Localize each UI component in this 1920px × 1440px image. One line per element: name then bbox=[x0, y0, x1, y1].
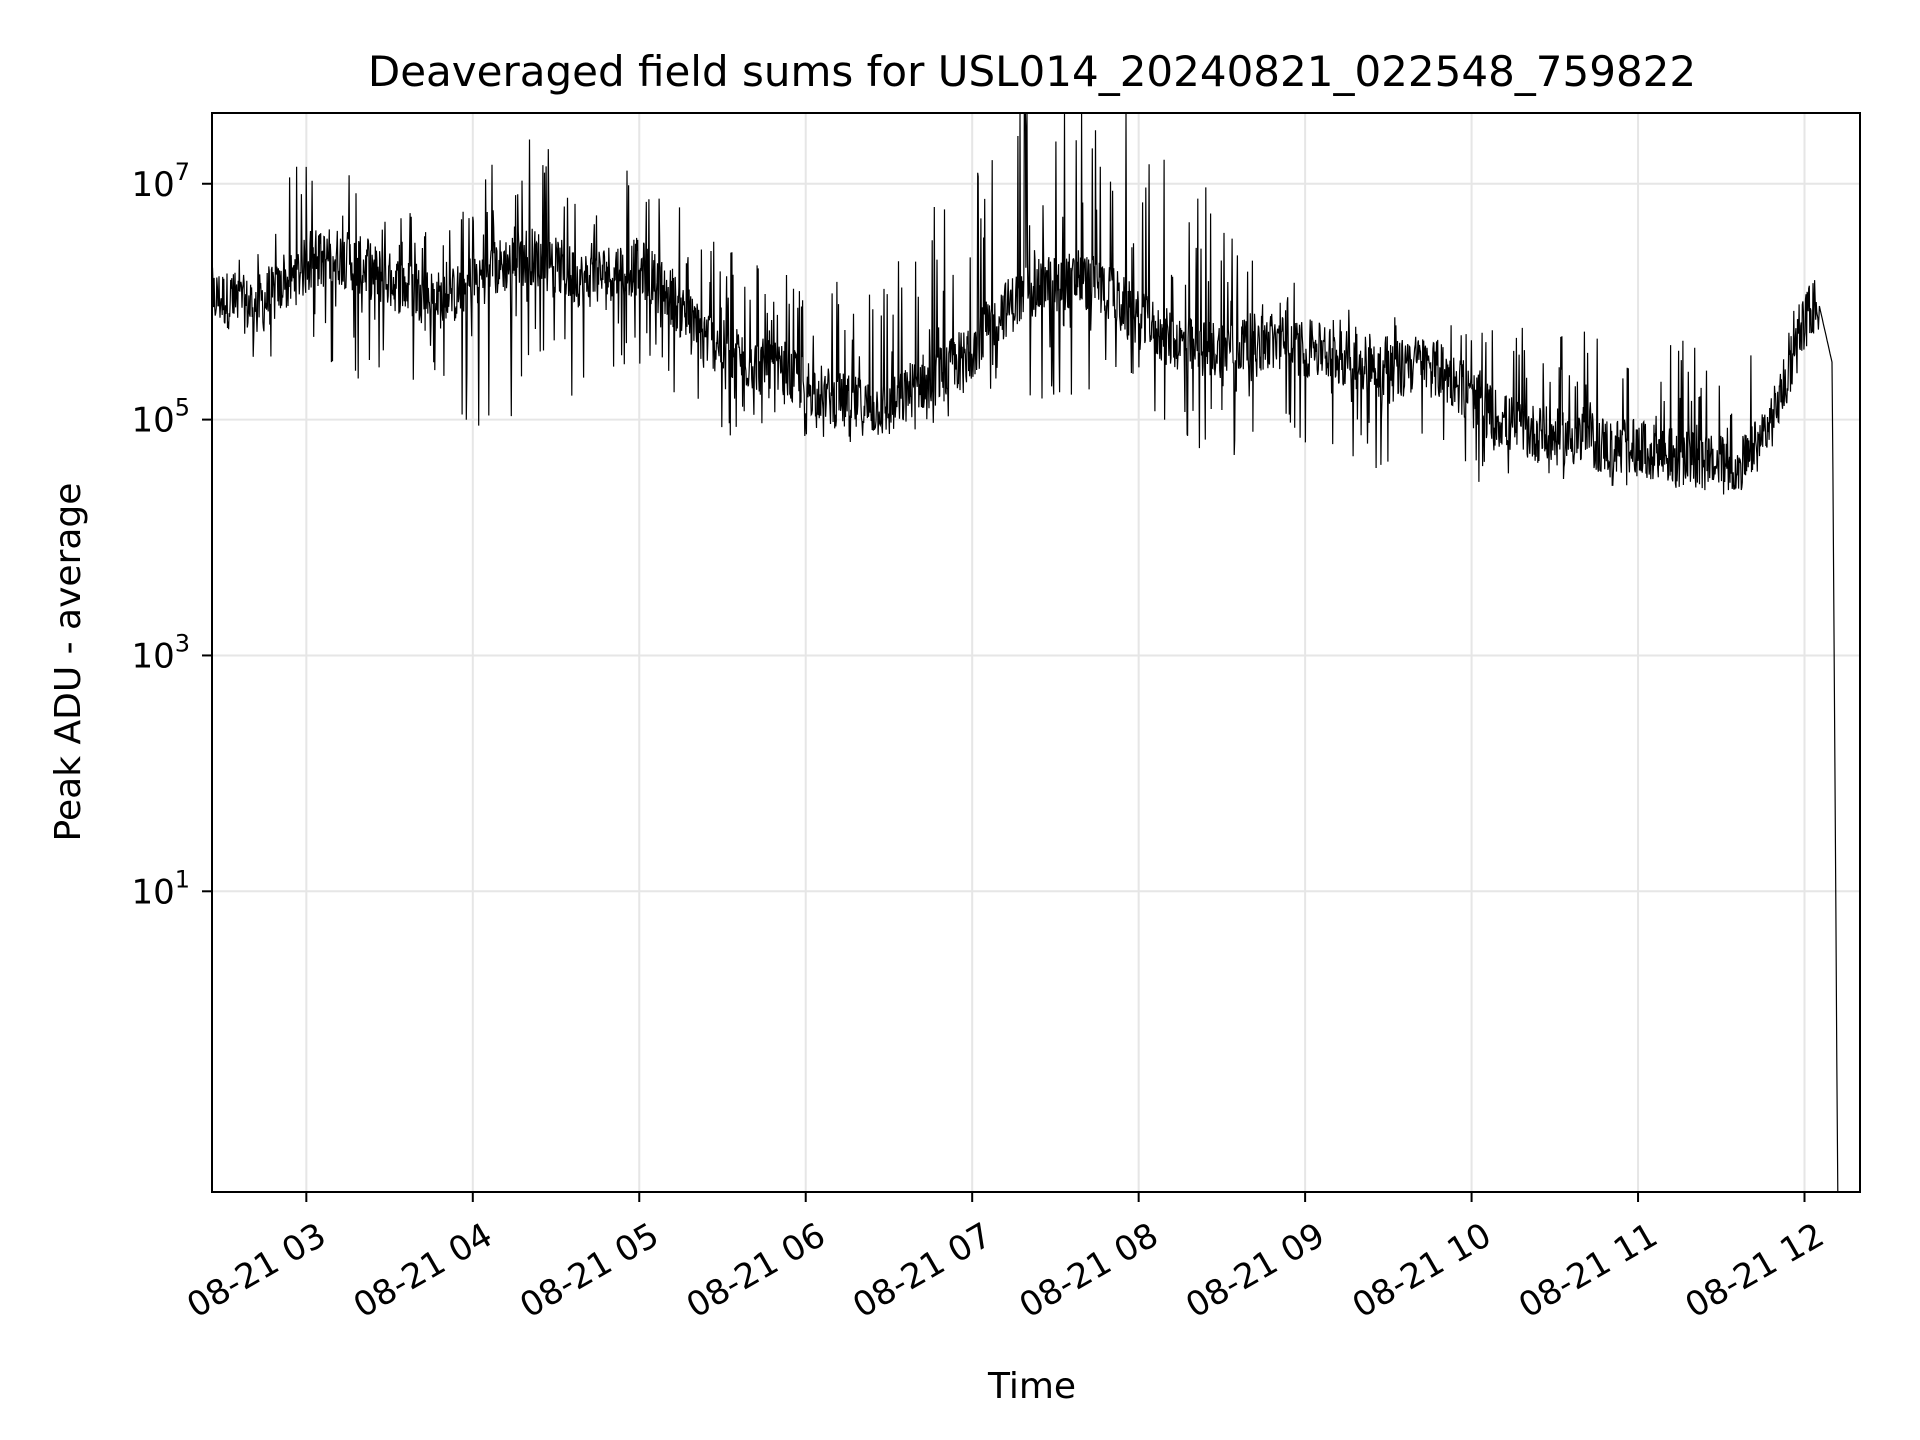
y-tick-label: 101 bbox=[131, 865, 190, 912]
y-tick-label: 105 bbox=[131, 394, 190, 441]
y-axis-label: Peak ADU - average bbox=[48, 483, 89, 842]
y-tick-label: 107 bbox=[131, 158, 190, 205]
grid-lines bbox=[212, 113, 1860, 1192]
chart-title: Deaveraged field sums for USL014_2024082… bbox=[368, 47, 1696, 96]
plot-area-frame bbox=[211, 112, 1861, 1193]
data-series bbox=[211, 112, 1839, 1193]
x-axis-label: Time bbox=[987, 1366, 1076, 1407]
series-line bbox=[211, 112, 1839, 1193]
y-tick-label: 103 bbox=[131, 629, 190, 676]
